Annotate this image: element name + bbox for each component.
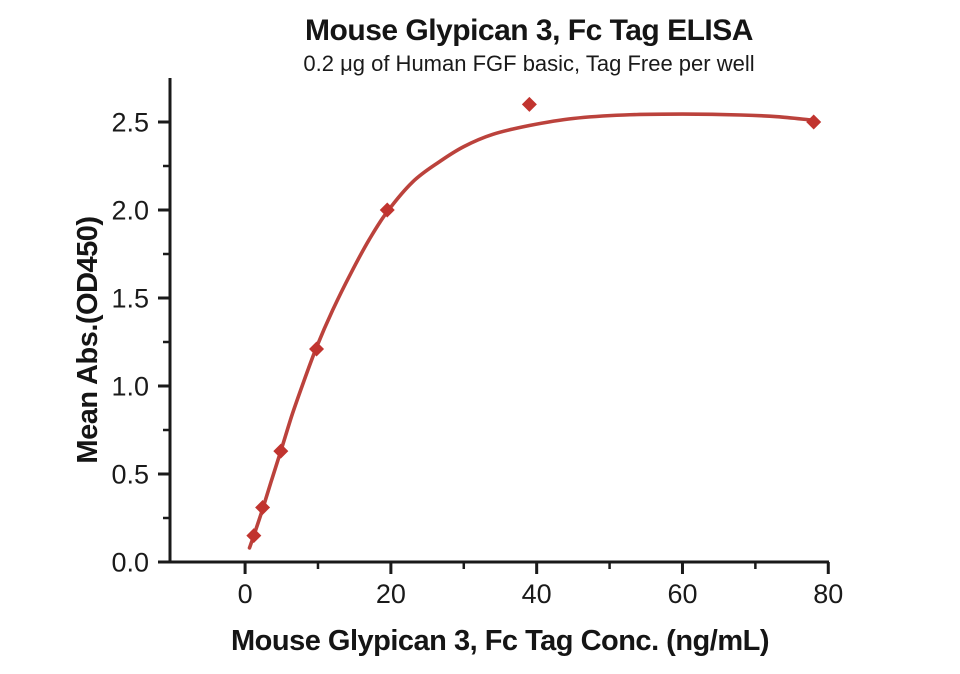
chart-title: Mouse Glypican 3, Fc Tag ELISA	[305, 14, 753, 47]
data-point	[379, 202, 395, 218]
x-tick-label: 0	[238, 579, 253, 609]
data-point	[309, 341, 325, 357]
y-tick-label: 2.5	[111, 108, 149, 138]
x-tick-label: 60	[667, 579, 697, 609]
y-tick-label: 1.5	[111, 284, 149, 314]
y-tick-label: 0.5	[111, 460, 149, 490]
chart-subtitle: 0.2 μg of Human FGF basic, Tag Free per …	[303, 51, 755, 76]
data-point	[255, 499, 271, 515]
x-axis-label: Mouse Glypican 3, Fc Tag Conc. (ng/mL)	[231, 625, 769, 657]
data-point	[273, 443, 289, 459]
y-tick-label: 0.0	[111, 548, 149, 578]
data-point	[246, 528, 262, 544]
x-tick-label: 20	[376, 579, 406, 609]
x-tick-label: 40	[522, 579, 552, 609]
y-tick-label: 1.0	[111, 372, 149, 402]
fit-curve	[247, 112, 816, 550]
x-tick-label: 80	[813, 579, 843, 609]
data-point	[806, 114, 822, 130]
data-point	[521, 96, 537, 112]
y-tick-label: 2.0	[111, 196, 149, 226]
